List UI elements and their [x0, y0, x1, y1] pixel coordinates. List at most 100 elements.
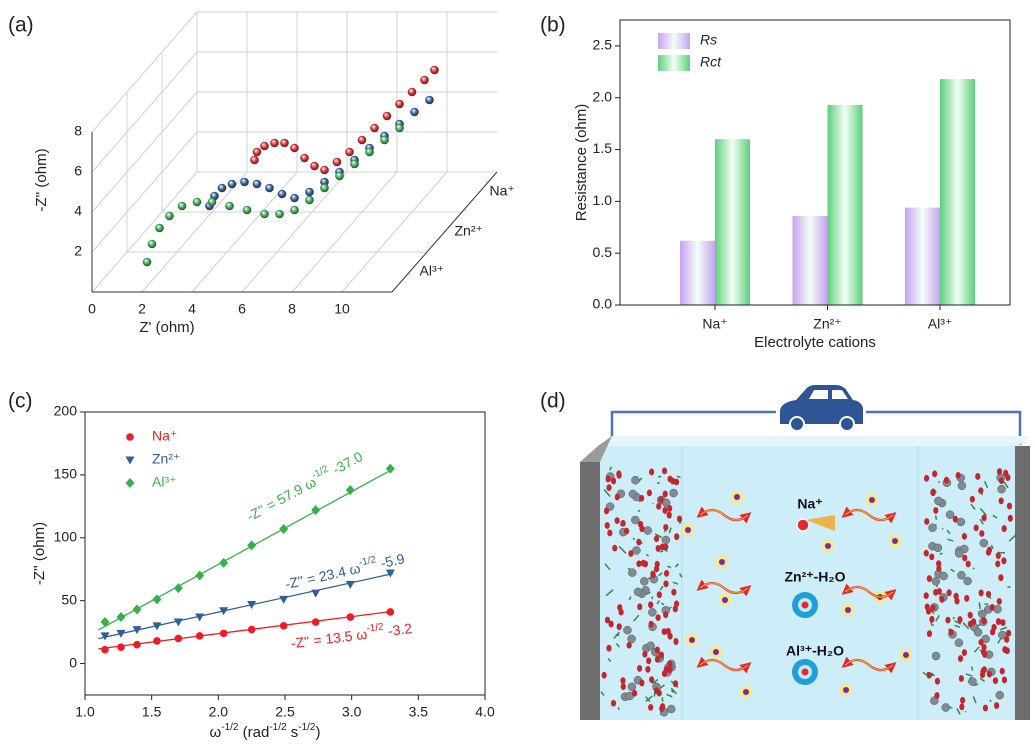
crystal-oxygen	[674, 533, 679, 540]
crystal-oxygen	[663, 611, 668, 618]
x-tick-label: 10	[334, 301, 350, 317]
crystal-atom	[958, 482, 966, 490]
text-part: ω	[210, 724, 222, 741]
data-point	[253, 148, 262, 157]
crystal-oxygen	[999, 497, 1004, 504]
text-part: )	[315, 724, 320, 741]
crystal-oxygen	[649, 469, 654, 476]
crystal-oxygen	[995, 560, 1000, 567]
x-axis-title: ω-1/2 (rad-1/2 s-1/2)	[210, 722, 321, 741]
x-tick-label: 1.0	[75, 704, 95, 720]
crystal-oxygen	[656, 545, 661, 552]
data-point	[320, 184, 329, 193]
y-axis-title: -Z'' (ohm)	[33, 148, 50, 211]
crystal-bond	[979, 602, 980, 609]
x-tick-label: 4.0	[475, 704, 495, 720]
crystal-oxygen	[607, 530, 612, 537]
y-tick-label: 150	[54, 466, 78, 482]
bar	[793, 216, 828, 305]
crystal-oxygen	[1002, 525, 1007, 532]
crystal-bond	[660, 551, 663, 552]
data-point	[265, 184, 274, 193]
data-point	[395, 100, 404, 109]
crystal-oxygen	[606, 484, 611, 491]
legend-label: Rs	[700, 32, 717, 48]
crystal-oxygen	[606, 645, 611, 652]
crystal-oxygen	[1001, 557, 1006, 564]
crystal-oxygen	[934, 692, 939, 699]
text-part: -1/2	[366, 622, 385, 635]
crystal-oxygen	[986, 591, 991, 598]
crystal-oxygen	[948, 629, 953, 636]
depth-tick-label: Zn²⁺	[455, 223, 483, 239]
crystal-atom	[628, 683, 636, 691]
crystal-oxygen	[935, 678, 940, 685]
crystal-oxygen	[990, 604, 995, 611]
crystal-oxygen	[939, 596, 944, 603]
data-point	[196, 632, 204, 640]
data-point	[250, 156, 259, 165]
crystal-oxygen	[962, 555, 967, 562]
crystal-oxygen	[1002, 646, 1007, 653]
crystal-oxygen	[645, 666, 650, 673]
crystal-oxygen	[1002, 677, 1007, 684]
crystal-oxygen	[627, 642, 632, 649]
crystal-oxygen	[650, 571, 655, 578]
crystal-oxygen	[667, 476, 672, 483]
crystal-oxygen	[673, 680, 678, 687]
crystal-atom	[667, 705, 675, 713]
data-point	[310, 162, 319, 171]
crystal-bond	[618, 707, 619, 710]
y-axis-title: -Z'' (ohm)	[31, 522, 48, 585]
y-tick-label: 0	[69, 654, 77, 670]
text-part: -1/2	[269, 722, 287, 733]
electrode	[580, 462, 600, 720]
x-tick-label: 4	[188, 301, 196, 317]
crystal-oxygen	[648, 601, 653, 608]
data-point	[290, 206, 299, 215]
data-point	[425, 96, 434, 105]
crystal-oxygen	[624, 528, 629, 535]
crystal-oxygen	[667, 512, 672, 519]
crystal-oxygen	[659, 652, 664, 659]
x-tick-label: 8	[288, 301, 296, 317]
crystal-atom	[955, 639, 963, 647]
text-part: -37.0	[326, 448, 365, 479]
crystal-oxygen	[1005, 474, 1010, 481]
data-point	[386, 569, 395, 577]
crystal-oxygen	[648, 704, 653, 711]
crystal-oxygen	[636, 560, 641, 567]
depth-tick-label: Na⁺	[490, 183, 515, 199]
y-tick-label: 200	[54, 403, 78, 419]
data-point	[300, 154, 309, 163]
data-point	[305, 188, 314, 197]
bar	[905, 208, 940, 305]
crystal-oxygen	[980, 668, 985, 675]
ion	[685, 527, 691, 533]
data-point	[270, 139, 279, 148]
ion	[869, 497, 875, 503]
crystal-atom	[969, 678, 977, 686]
grid-line	[242, 172, 347, 292]
crystal-oxygen	[663, 524, 668, 531]
data-point	[383, 112, 392, 121]
cation	[797, 519, 809, 531]
crystal-oxygen	[979, 530, 984, 537]
legend-label: Na⁺	[152, 428, 177, 444]
legend-marker	[126, 478, 135, 488]
battery-diagram: Na⁺ Zn²⁺-H₂O Al³⁺-H₂O	[580, 385, 1030, 720]
data-point	[143, 258, 152, 267]
data-point	[335, 172, 344, 181]
crystal-bond	[972, 667, 973, 671]
crystal-oxygen	[655, 561, 660, 568]
data-point	[218, 184, 227, 193]
crystal-oxygen	[632, 690, 637, 697]
data-point	[312, 618, 320, 626]
ion	[903, 652, 909, 658]
crystal-oxygen	[658, 496, 663, 503]
crystal-oxygen	[615, 494, 620, 501]
y-tick-label: 1.0	[593, 192, 613, 208]
crystal-oxygen	[966, 561, 971, 568]
bar	[715, 139, 750, 305]
crystal-atom	[670, 489, 678, 497]
